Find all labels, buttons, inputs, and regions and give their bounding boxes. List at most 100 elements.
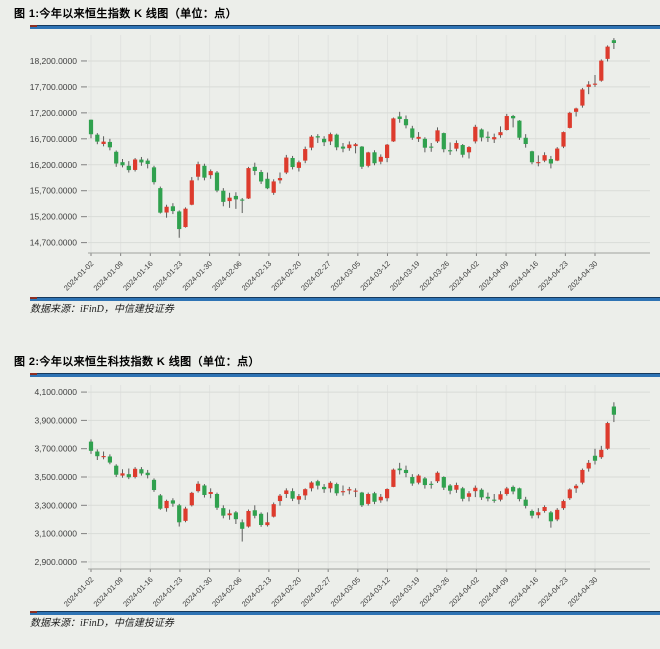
candle	[479, 488, 484, 500]
candle	[353, 142, 358, 154]
candle-body	[542, 507, 547, 511]
candle-body	[259, 513, 264, 525]
candle-body	[284, 490, 289, 494]
candle-body	[246, 168, 251, 199]
candle	[504, 113, 509, 131]
candle-body	[448, 485, 453, 491]
candle-body	[353, 490, 358, 492]
candle	[403, 115, 409, 129]
candle-body	[271, 181, 276, 193]
candle	[277, 493, 283, 506]
candle-body	[517, 120, 522, 138]
candle-body	[120, 162, 125, 166]
candle-body	[315, 481, 320, 486]
y-axis-label: 3,900.0000	[34, 415, 77, 425]
candle-body	[517, 488, 522, 500]
candle-body	[366, 152, 371, 166]
candle	[536, 508, 541, 519]
candle	[448, 484, 453, 495]
candle	[290, 155, 295, 170]
candle	[290, 488, 295, 502]
figure2-source: 数据来源：iFinD，中信建投证券	[30, 618, 174, 629]
candle	[397, 462, 402, 475]
candle	[385, 488, 390, 502]
candle	[466, 491, 472, 502]
candle-body	[397, 468, 402, 471]
x-axis-label: 2024-04-16	[507, 259, 540, 292]
candle	[88, 119, 94, 139]
x-axis-label: 2024-04-23	[536, 259, 569, 292]
candle-body	[95, 134, 100, 142]
y-axis-label: 14,700.0000	[30, 238, 78, 248]
candle-body	[523, 137, 528, 144]
candle	[170, 498, 175, 507]
candle	[611, 402, 616, 423]
y-axis-label: 3,300.0000	[34, 500, 77, 510]
x-axis-label: 2024-02-20	[269, 575, 302, 608]
candle	[567, 488, 572, 500]
candle-body	[334, 484, 339, 494]
candle	[460, 144, 465, 158]
candle-body	[454, 485, 459, 490]
candle	[183, 506, 188, 523]
rule-red-accent	[30, 373, 37, 375]
candle-body	[592, 455, 598, 461]
candle-body	[448, 150, 453, 152]
candle	[448, 142, 453, 155]
candle-body	[466, 493, 472, 497]
candle-body	[441, 133, 446, 150]
candle-body	[498, 494, 503, 500]
candle	[303, 488, 308, 500]
candle	[214, 170, 220, 193]
candle	[586, 460, 591, 472]
candle-body	[189, 492, 194, 506]
candle-body	[403, 119, 409, 126]
candle-body	[599, 449, 604, 458]
candle	[378, 493, 383, 503]
candle	[592, 74, 598, 87]
x-axis-label: 2024-03-19	[388, 575, 421, 608]
candle	[107, 138, 112, 151]
candle	[561, 131, 566, 149]
candle-body	[422, 138, 427, 148]
x-axis-label: 2024-03-19	[388, 259, 421, 292]
candle	[473, 124, 478, 144]
candle	[504, 486, 509, 496]
candle	[328, 132, 333, 146]
candle	[151, 165, 157, 185]
candle-body	[605, 46, 610, 59]
candle	[202, 484, 207, 498]
rule-red-accent	[30, 297, 37, 299]
candle	[605, 45, 610, 62]
candle-body	[340, 491, 346, 493]
candle-body	[580, 89, 585, 106]
candle-body	[290, 158, 295, 168]
candle-body	[485, 136, 490, 138]
candle-body	[265, 178, 270, 189]
candle-body	[252, 166, 257, 171]
candle	[158, 186, 163, 214]
x-axis-label: 2024-02-13	[240, 575, 273, 608]
candle	[328, 481, 333, 493]
candle	[252, 162, 257, 176]
candle-body	[252, 510, 257, 516]
y-axis-label: 15,200.0000	[30, 212, 78, 222]
candle	[422, 137, 427, 153]
candle	[416, 474, 421, 485]
candle-body	[580, 469, 585, 483]
y-axis-label: 3,100.0000	[34, 529, 77, 539]
candle	[529, 150, 535, 165]
x-axis-label: 2024-04-23	[536, 575, 569, 608]
candle-body	[101, 141, 106, 144]
figure-2-section: 图 2:今年以来恒生科技指数 K 线图（单位：点） 2024-01-02 2024…	[0, 316, 660, 630]
candle	[403, 465, 409, 478]
candle-body	[277, 495, 283, 502]
candle-body	[542, 155, 547, 161]
candle	[145, 158, 150, 169]
x-axis-label: 2024-01-16	[121, 575, 154, 608]
candle-body	[208, 492, 213, 494]
candle-body	[567, 112, 572, 128]
candle	[542, 152, 547, 163]
candle-body	[246, 510, 251, 527]
report-page: 图 1:今年以来恒生指数 K 线图（单位：点） 2024-01-02 2024-0…	[0, 8, 660, 630]
